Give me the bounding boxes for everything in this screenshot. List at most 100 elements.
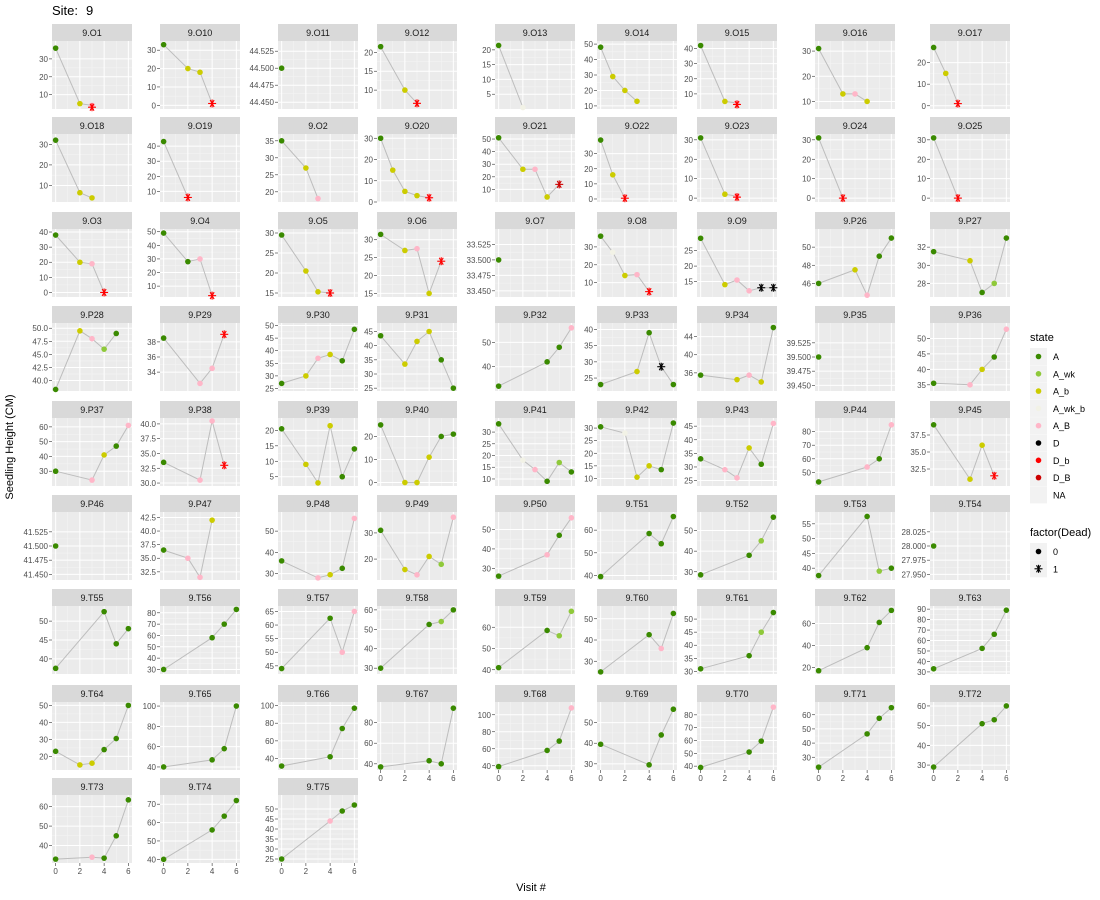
legend-item-D: D <box>1030 434 1060 452</box>
data-point <box>770 704 777 710</box>
y-tick-label: 50.0 <box>32 324 48 333</box>
facet-strip-label: 9.O19 <box>188 121 213 131</box>
y-tick-label: 41.525 <box>24 528 49 537</box>
y-tick-label: 40 <box>147 654 156 663</box>
y-tick-label: 40 <box>917 657 926 666</box>
facet-9.T65: 9.T65 40 60 80 100 <box>143 685 240 772</box>
y-tick-label: 33.475 <box>467 271 492 280</box>
y-tick-label: 70 <box>917 626 926 635</box>
facet-9.O23: 9.O23 0 10 20 30 <box>684 117 777 203</box>
y-tick-label: 50 <box>265 322 274 331</box>
data-point <box>327 422 333 429</box>
data-point <box>315 575 321 581</box>
y-tick-label: 30 <box>684 136 693 145</box>
facet-9.O17: 9.O17 0 10 20 <box>917 24 1010 111</box>
legend-swatch <box>1035 474 1042 481</box>
y-tick-label: 15 <box>584 462 593 471</box>
facet-strip-label: 9.T57 <box>306 593 329 603</box>
facet-strip <box>495 589 575 606</box>
data-point <box>426 553 432 560</box>
data-point-dead <box>657 362 666 371</box>
y-tick-label: 30 <box>584 760 593 769</box>
data-point <box>979 289 985 296</box>
y-tick-label: 25 <box>265 855 274 864</box>
data-point-dead <box>645 287 654 296</box>
y-tick-label: 30 <box>482 160 491 169</box>
series-line <box>163 705 237 768</box>
y-tick-label: 10 <box>584 474 593 483</box>
y-tick-label: 30 <box>364 664 373 673</box>
facet-9.O7: 9.O7 33.450 33.475 33.500 33.525 <box>467 212 575 297</box>
facet-strip-label: 9.O22 <box>625 121 650 131</box>
data-point <box>52 748 59 755</box>
legend-item-NA: NA <box>1030 486 1066 504</box>
y-tick-label: 20 <box>584 86 593 95</box>
y-tick-label: 30 <box>684 463 693 472</box>
y-tick-label: 10 <box>147 187 156 196</box>
facet-strip <box>160 212 240 229</box>
facet-strip-label: 9.P46 <box>80 499 104 509</box>
data-point <box>864 464 870 470</box>
series-line <box>163 232 213 296</box>
facet-strip <box>597 401 677 418</box>
legend-label: A_wk <box>1053 369 1076 379</box>
facet-strip <box>930 306 1010 323</box>
series-line <box>380 517 454 576</box>
y-tick-label: 30 <box>364 370 373 379</box>
y-tick-label: 32.5 <box>140 568 156 577</box>
data-point <box>89 477 95 483</box>
legend-label: 1 <box>1053 564 1058 574</box>
data-point <box>658 466 665 473</box>
y-tick-label: 25 <box>684 477 693 486</box>
facet-9.P40: 9.P40 0 10 20 <box>364 401 457 488</box>
data-point <box>815 45 822 52</box>
y-tick-label: 60 <box>684 736 693 745</box>
facet-strip <box>930 685 1010 702</box>
y-tick-label: 45 <box>802 549 811 558</box>
facet-strip-label: 9.O17 <box>958 28 983 38</box>
facet-9.P38: 9.P38 30.0 32.5 35.0 37.5 40.0 <box>140 401 240 488</box>
y-tick-label: 40 <box>147 241 156 250</box>
y-tick-label: 60 <box>364 606 373 615</box>
data-point <box>815 572 822 579</box>
y-tick-label: 35 <box>684 449 693 458</box>
facet-strip-label: 9.P35 <box>843 310 867 320</box>
y-tick-label: 65 <box>265 607 274 616</box>
y-tick-label: 30 <box>265 845 274 854</box>
facet-strip <box>278 685 358 702</box>
data-point <box>722 281 728 288</box>
data-point-dead <box>437 257 446 266</box>
facet-strip <box>930 495 1010 512</box>
y-tick-label: 15 <box>364 67 373 76</box>
y-tick-label: 50 <box>364 625 373 634</box>
y-tick-label: 50 <box>802 535 811 544</box>
y-tick-label: 40 <box>265 825 274 834</box>
data-point <box>1003 703 1010 709</box>
y-tick-label: 0 <box>807 194 812 203</box>
y-tick-label: 0 <box>589 195 594 204</box>
y-tick-label: 35 <box>265 835 274 844</box>
y-tick-label: 37.5 <box>140 435 156 444</box>
facet-9.O9: 9.O9 15 20 25 <box>684 212 778 297</box>
facet-strip <box>52 24 132 41</box>
data-point <box>89 260 95 267</box>
facet-strip-label: 9.O12 <box>405 28 430 38</box>
data-point <box>734 475 740 481</box>
data-point <box>197 574 203 581</box>
facet-9.O5: 9.O5 15 20 25 30 <box>265 212 358 298</box>
facet-strip <box>815 495 895 512</box>
series-line <box>700 423 774 479</box>
facet-9.P41: 9.P41 10 15 20 25 30 <box>482 401 575 486</box>
x-tick-label: 6 <box>352 867 357 876</box>
data-point <box>888 704 895 711</box>
facet-9.O10: 9.O10 0 10 20 30 <box>147 24 240 110</box>
data-point <box>770 609 777 616</box>
legend-label: A_b <box>1053 387 1069 397</box>
y-tick-label: 30 <box>584 424 593 433</box>
facet-strip <box>597 685 677 702</box>
y-tick-label: 35.0 <box>140 554 156 563</box>
data-point <box>389 167 396 173</box>
facet-9.T52: 9.T52 30 40 50 <box>684 495 777 580</box>
facet-strip-label: 9.O16 <box>843 28 868 38</box>
y-tick-label: 10 <box>584 279 593 288</box>
